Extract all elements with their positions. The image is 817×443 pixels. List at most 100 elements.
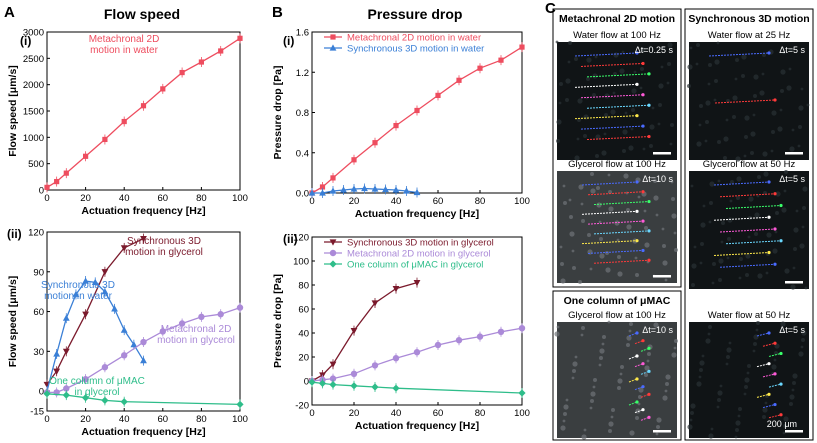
micrograph-speckle: [798, 125, 802, 129]
micrograph-speckle: [590, 399, 594, 403]
micrograph-speckle: [766, 232, 772, 238]
x-tick-label: 20: [349, 196, 360, 207]
micrograph-speckle: [798, 105, 804, 111]
micrograph-speckle: [753, 342, 757, 346]
scale-bar: [653, 152, 671, 155]
data-point: [308, 378, 316, 386]
micrograph-speckle: [604, 113, 608, 117]
series-annotation: Synchronous 3D: [41, 280, 115, 291]
particle-dot: [647, 103, 651, 107]
micrograph-speckle: [737, 414, 741, 418]
micrograph-speckle: [775, 191, 781, 197]
micrograph-tile: Δt=5 s: [689, 170, 809, 290]
micrograph-speckle: [720, 240, 724, 244]
time-interval-label: Δt=5 s: [779, 45, 805, 55]
particle-dot: [641, 124, 645, 128]
micrograph-speckle: [718, 278, 722, 282]
particle-track: [580, 94, 644, 99]
micrograph-speckle: [771, 364, 777, 370]
micrograph-speckle: [745, 273, 749, 277]
micrograph-speckle: [792, 373, 798, 379]
particle-dot: [641, 93, 645, 97]
x-tick-label: 80: [196, 193, 207, 204]
micrograph-speckle: [689, 418, 693, 422]
micrograph-speckle: [589, 406, 593, 410]
micrograph-speckle: [717, 398, 721, 402]
micrograph-speckle: [771, 130, 775, 134]
y-tick-label: 90: [33, 267, 44, 278]
micrograph-speckle: [635, 416, 639, 420]
micrograph-speckle: [700, 222, 706, 228]
micrograph-speckle: [583, 428, 587, 432]
micrograph-speckle: [656, 417, 662, 423]
particle-dot: [647, 134, 651, 139]
data-point: [371, 362, 379, 369]
x-axis-label: Actuation frequency [Hz]: [81, 205, 205, 217]
micrograph-speckle: [644, 365, 650, 371]
micrograph-speckle: [572, 266, 576, 270]
micrograph-speckle: [800, 87, 804, 91]
micrograph-speckle: [596, 186, 600, 190]
data-point: [476, 333, 484, 340]
y-tick-label: 0: [39, 186, 44, 197]
micrograph-speckle: [638, 387, 644, 393]
particle-dot: [767, 180, 771, 184]
micrograph-speckle: [728, 341, 732, 345]
micrograph-image: [689, 171, 809, 289]
micrograph-speckle: [721, 221, 725, 225]
micrograph-speckle: [772, 248, 778, 254]
data-point: [329, 375, 337, 382]
micrograph-speckle: [580, 333, 584, 337]
micrograph-speckle: [563, 412, 567, 416]
micrograph-speckle: [736, 176, 742, 182]
micrograph-speckle: [571, 376, 575, 380]
micrograph-speckle: [780, 69, 786, 75]
x-tick-label: 0: [44, 414, 49, 425]
series-line: [311, 281, 418, 382]
series-annotation: motion in glycerol: [157, 335, 235, 346]
particle-dot: [635, 331, 639, 335]
scale-bar: [653, 275, 671, 278]
panel-c-label: C: [545, 0, 556, 17]
micrograph-speckle: [671, 213, 677, 219]
micrograph-speckle: [605, 251, 609, 255]
particle-dot: [635, 180, 639, 184]
series-line: [46, 238, 144, 385]
micrograph-frame-metachronal: [552, 8, 682, 288]
micrograph-speckle: [587, 233, 591, 237]
particle-track: [593, 259, 650, 264]
micrograph-speckle: [605, 267, 611, 273]
micrograph-speckle: [649, 124, 655, 130]
micrograph-speckle: [707, 82, 711, 86]
micrograph-speckle: [793, 247, 797, 251]
micrograph-speckle: [581, 326, 585, 330]
micrograph-speckle: [603, 132, 607, 136]
data-point: [455, 337, 463, 344]
data-point: [140, 338, 147, 346]
micrograph-speckle: [612, 91, 616, 95]
particle-track: [593, 230, 650, 235]
particle-dot: [767, 215, 771, 219]
particle-dot: [773, 227, 777, 231]
particle-dot: [647, 392, 651, 396]
data-point: [319, 184, 326, 190]
micrograph-frame-synchronous: [684, 8, 814, 441]
micrograph-speckle: [764, 401, 768, 405]
micrograph-speckle: [556, 325, 560, 329]
micrograph-tile: Δt=5 s: [687, 41, 810, 162]
data-point: [392, 355, 400, 362]
micrograph-speckle: [802, 206, 806, 210]
micrograph-speckle: [554, 331, 560, 337]
micrograph-speckle: [624, 111, 628, 115]
micrograph-speckle: [608, 206, 614, 212]
micrograph-speckle: [745, 253, 751, 259]
micrograph-speckle: [774, 351, 778, 355]
x-tick-label: 40: [391, 408, 402, 419]
micrograph-speckle: [648, 45, 652, 49]
micrograph-speckle: [610, 109, 616, 115]
micrograph-speckle: [656, 425, 660, 429]
subplot-label: (ii): [283, 232, 298, 246]
scale-bar: [785, 281, 803, 284]
micrograph-caption: Glycerol flow at 100 Hz: [568, 310, 666, 321]
micrograph-speckle: [657, 122, 661, 126]
